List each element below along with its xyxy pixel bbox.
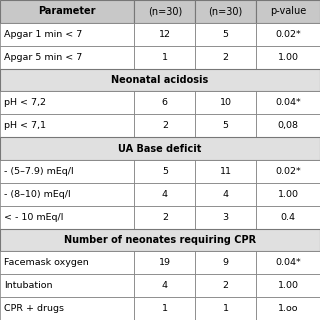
Text: CPR + drugs: CPR + drugs: [4, 304, 64, 313]
Bar: [195, 0, 256, 23]
Bar: [134, 183, 195, 206]
Bar: [195, 183, 256, 206]
Bar: [256, 0, 320, 23]
Text: 4: 4: [223, 190, 228, 199]
Text: (n=30): (n=30): [208, 6, 243, 16]
Bar: [134, 92, 195, 114]
Bar: [195, 114, 256, 137]
Text: Parameter: Parameter: [38, 6, 96, 16]
Bar: [195, 92, 256, 114]
Bar: [0, 0, 134, 23]
Text: 2: 2: [223, 281, 228, 290]
Text: 1.oo: 1.oo: [278, 304, 298, 313]
Bar: [0, 137, 320, 160]
Bar: [134, 297, 195, 320]
Text: 0.4: 0.4: [281, 213, 295, 222]
Text: 0.04*: 0.04*: [275, 98, 301, 107]
Text: UA Base deficit: UA Base deficit: [118, 144, 202, 154]
Bar: [0, 297, 134, 320]
Text: 1.00: 1.00: [277, 53, 299, 62]
Bar: [134, 206, 195, 228]
Text: pH < 7,2: pH < 7,2: [4, 98, 46, 107]
Bar: [195, 23, 256, 46]
Text: - (8–10) mEq/l: - (8–10) mEq/l: [4, 190, 70, 199]
Text: 1.00: 1.00: [277, 281, 299, 290]
Text: 5: 5: [162, 167, 168, 176]
Text: 0.02*: 0.02*: [275, 167, 301, 176]
Bar: [195, 206, 256, 228]
Bar: [256, 183, 320, 206]
Bar: [0, 228, 320, 252]
Bar: [134, 23, 195, 46]
Bar: [0, 68, 320, 92]
Bar: [134, 160, 195, 183]
Bar: [195, 160, 256, 183]
Text: 1: 1: [162, 53, 168, 62]
Text: 4: 4: [162, 190, 168, 199]
Bar: [0, 160, 134, 183]
Text: 11: 11: [220, 167, 232, 176]
Bar: [0, 183, 134, 206]
Bar: [134, 252, 195, 274]
Bar: [195, 46, 256, 68]
Text: 10: 10: [220, 98, 232, 107]
Text: 2: 2: [223, 53, 228, 62]
Text: Apgar 5 min < 7: Apgar 5 min < 7: [4, 53, 82, 62]
Text: 0,08: 0,08: [277, 121, 299, 130]
Text: pH < 7,1: pH < 7,1: [4, 121, 46, 130]
Bar: [256, 274, 320, 297]
Bar: [256, 160, 320, 183]
Bar: [256, 114, 320, 137]
Bar: [134, 114, 195, 137]
Text: 19: 19: [159, 258, 171, 267]
Text: 9: 9: [223, 258, 228, 267]
Bar: [0, 46, 134, 68]
Bar: [195, 297, 256, 320]
Text: 2: 2: [162, 213, 168, 222]
Bar: [0, 114, 134, 137]
Bar: [256, 252, 320, 274]
Bar: [256, 46, 320, 68]
Text: Number of neonates requiring CPR: Number of neonates requiring CPR: [64, 235, 256, 245]
Text: 1: 1: [223, 304, 228, 313]
Text: 1.00: 1.00: [277, 190, 299, 199]
Text: 6: 6: [162, 98, 168, 107]
Text: 5: 5: [223, 30, 228, 39]
Bar: [134, 46, 195, 68]
Text: < - 10 mEq/l: < - 10 mEq/l: [4, 213, 63, 222]
Bar: [195, 252, 256, 274]
Text: 0.02*: 0.02*: [275, 30, 301, 39]
Bar: [134, 274, 195, 297]
Text: 1: 1: [162, 304, 168, 313]
Text: 3: 3: [222, 213, 229, 222]
Bar: [256, 23, 320, 46]
Text: 0.04*: 0.04*: [275, 258, 301, 267]
Text: Facemask oxygen: Facemask oxygen: [4, 258, 89, 267]
Text: Intubation: Intubation: [4, 281, 52, 290]
Bar: [0, 206, 134, 228]
Bar: [256, 297, 320, 320]
Text: 4: 4: [162, 281, 168, 290]
Bar: [0, 252, 134, 274]
Bar: [134, 0, 195, 23]
Text: p-value: p-value: [270, 6, 306, 16]
Text: - (5–7.9) mEq/l: - (5–7.9) mEq/l: [4, 167, 74, 176]
Bar: [256, 92, 320, 114]
Text: (n=30): (n=30): [148, 6, 182, 16]
Text: 12: 12: [159, 30, 171, 39]
Bar: [0, 92, 134, 114]
Bar: [195, 274, 256, 297]
Text: 2: 2: [162, 121, 168, 130]
Bar: [0, 23, 134, 46]
Text: 5: 5: [223, 121, 228, 130]
Bar: [256, 206, 320, 228]
Text: Apgar 1 min < 7: Apgar 1 min < 7: [4, 30, 82, 39]
Text: Neonatal acidosis: Neonatal acidosis: [111, 75, 209, 85]
Bar: [0, 274, 134, 297]
